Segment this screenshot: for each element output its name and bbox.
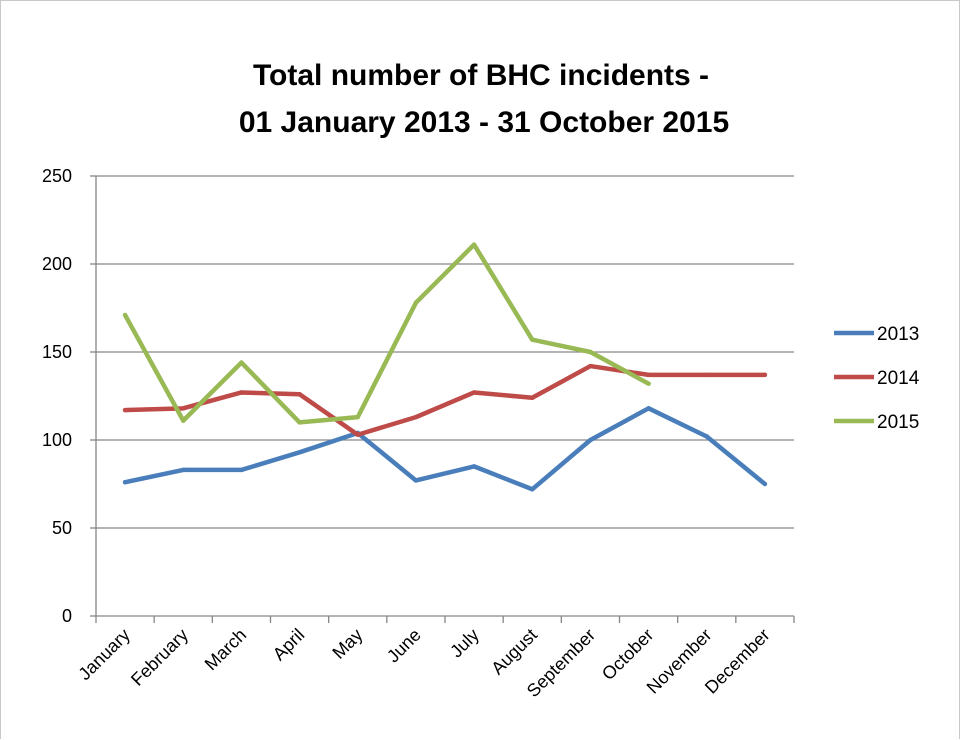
y-tick-label: 200 <box>42 254 72 274</box>
x-tick-label: January <box>74 625 133 684</box>
data-point-2015 <box>297 420 302 425</box>
data-point-2015 <box>471 242 477 247</box>
data-point-2013 <box>239 467 244 473</box>
x-tick-label: May <box>328 625 366 663</box>
gridlines <box>96 175 794 617</box>
data-point-2014 <box>704 372 709 378</box>
x-tick-label: August <box>487 625 541 679</box>
data-point-2014 <box>355 432 360 437</box>
data-point-2014 <box>762 372 768 378</box>
data-point-2014 <box>181 406 186 411</box>
data-point-2014 <box>530 395 535 400</box>
series-line-2015 <box>122 242 651 425</box>
series-lines <box>122 242 768 492</box>
data-point-2015 <box>355 414 360 420</box>
y-tick-label: 250 <box>42 166 72 186</box>
x-tick-label: April <box>269 625 309 665</box>
y-tick-label: 150 <box>42 342 72 362</box>
data-point-2013 <box>181 467 186 473</box>
y-tick-label: 100 <box>42 430 72 450</box>
data-point-2015 <box>239 360 244 365</box>
data-point-2014 <box>413 414 419 420</box>
data-point-2014 <box>239 390 244 395</box>
chart-title-line-1: Total number of BHC incidents - <box>253 59 709 92</box>
x-tick-label: February <box>127 625 192 690</box>
chart-title-line-2: 01 January 2013 - 31 October 2015 <box>239 106 729 139</box>
data-point-2013 <box>413 478 419 483</box>
data-point-2013 <box>297 450 302 455</box>
data-point-2014 <box>471 390 477 395</box>
x-tick-label: June <box>383 625 425 667</box>
legend: 2013 2014 2015 <box>834 324 920 433</box>
data-point-2015 <box>413 300 419 305</box>
data-point-2013 <box>122 480 128 485</box>
y-tick-label: 50 <box>52 518 72 538</box>
data-point-2015 <box>588 349 593 355</box>
data-point-2014 <box>588 363 593 369</box>
legend-label-2013: 2013 <box>877 324 919 345</box>
data-point-2014 <box>297 392 302 397</box>
data-point-2015 <box>530 337 535 342</box>
data-point-2013 <box>762 481 768 487</box>
data-point-2013 <box>646 406 651 411</box>
x-tick-label: October <box>598 625 657 684</box>
data-point-2015 <box>646 381 651 386</box>
data-point-2013 <box>588 437 593 443</box>
x-tick-label: July <box>446 625 483 662</box>
data-point-2015 <box>181 418 186 423</box>
data-point-2013 <box>471 464 477 469</box>
x-tick-label: March <box>201 625 251 675</box>
series-line-2014 <box>122 363 768 437</box>
data-point-2014 <box>646 372 651 378</box>
data-point-2014 <box>122 407 128 413</box>
y-tick-label: 0 <box>62 606 72 626</box>
legend-label-2014: 2014 <box>877 368 920 389</box>
data-point-2013 <box>530 487 535 492</box>
data-point-2015 <box>122 312 128 318</box>
data-point-2013 <box>704 434 709 439</box>
legend-label-2015: 2015 <box>877 412 919 433</box>
series-line-2013 <box>122 406 768 492</box>
